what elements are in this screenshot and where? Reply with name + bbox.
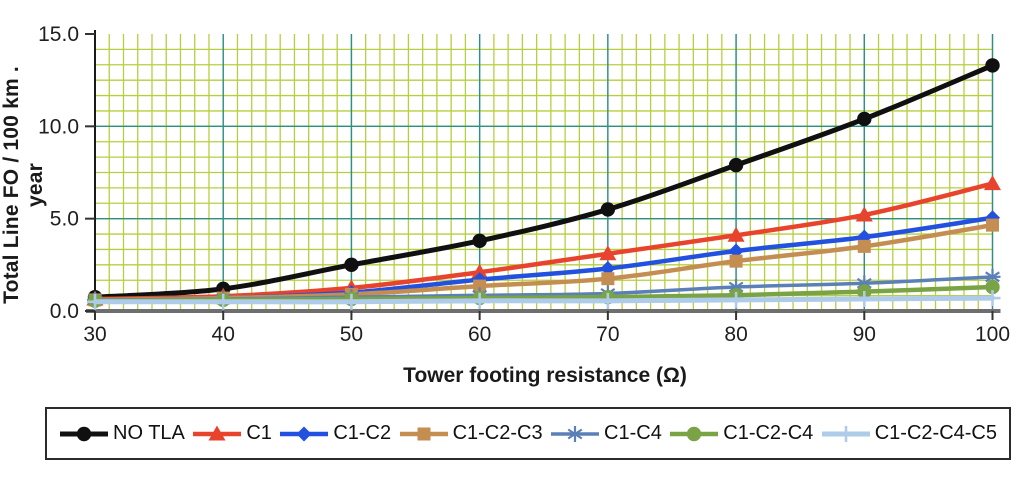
data-point-marker xyxy=(984,175,1001,191)
x-tick-label: 70 xyxy=(596,323,619,346)
y-tick-label: 0.0 xyxy=(50,300,79,323)
data-point-marker xyxy=(985,58,1000,73)
data-point-marker xyxy=(343,293,360,310)
data-point-marker xyxy=(857,111,872,127)
legend-item-c1-c2-c4: C1-C2-C4 xyxy=(669,422,813,446)
legend-item-no-tla: NO TLA xyxy=(59,422,185,446)
x-tick-label: 40 xyxy=(212,323,235,346)
data-point-marker xyxy=(599,292,616,309)
data-point-marker xyxy=(986,218,999,232)
x-tick-label: 50 xyxy=(340,323,363,346)
data-point-marker xyxy=(601,272,615,286)
chart-legend: NO TLA C1 C1-C2 C1-C2-C3 C1-C4 C1-C2-C4 C1-C2-… xyxy=(45,407,1011,460)
data-point-marker xyxy=(856,290,873,307)
legend-label: C1-C4 xyxy=(604,422,662,444)
data-point-marker xyxy=(727,226,745,242)
plot-grid xyxy=(95,34,994,311)
data-point-marker xyxy=(857,239,871,253)
legend-item-c1-c2-c3: C1-C2-C3 xyxy=(399,422,543,446)
data-point-marker xyxy=(728,291,745,308)
data-point-marker xyxy=(985,279,1000,295)
legend-item-c1-c2: C1-C2 xyxy=(279,422,391,446)
triangle-marker-icon xyxy=(193,425,242,440)
x-tick-label: 60 xyxy=(468,323,491,346)
x-tick-label: 80 xyxy=(724,323,747,346)
axes: 0.0 5.0 10.0 15.0 30 40 50 60 70 80 90 100 xyxy=(38,23,1010,346)
legend-label: C1-C2-C4 xyxy=(723,422,814,444)
data-point-marker xyxy=(87,293,103,310)
x-axis-title: Tower footing resistance (Ω) xyxy=(403,364,687,387)
y-axis-title: Total Line FO / 100 km . year xyxy=(0,66,47,304)
legend-label: NO TLA xyxy=(113,422,185,444)
data-point-marker xyxy=(472,233,487,249)
y-tick-label: 15.0 xyxy=(38,23,79,46)
asterisk-marker-icon xyxy=(551,425,600,442)
legend-item-c1-c2-c4-c5: C1-C2-C4-C5 xyxy=(821,422,997,446)
legend-label: C1 xyxy=(246,422,272,444)
data-point-marker xyxy=(855,206,873,222)
series-line xyxy=(92,295,995,305)
square-marker-icon xyxy=(399,427,448,440)
plus-marker-icon xyxy=(821,425,870,442)
series-line xyxy=(92,62,995,300)
x-tick-label: 90 xyxy=(853,323,876,346)
legend-item-c1: C1 xyxy=(192,422,272,446)
series-c1-c2-c4-c5 xyxy=(87,290,1001,310)
data-point-marker xyxy=(728,157,744,173)
x-tick-label: 100 xyxy=(975,323,1010,346)
data-point-marker xyxy=(344,257,359,273)
legend-item-c1-c4: C1-C4 xyxy=(550,422,662,446)
x-tick-label: 30 xyxy=(83,323,106,346)
data-point-marker xyxy=(471,263,489,279)
circle-marker-icon xyxy=(60,426,108,441)
y-tick-label: 10.0 xyxy=(38,115,79,138)
diamond-marker-icon xyxy=(280,426,329,441)
legend-label: C1-C2 xyxy=(333,422,392,444)
y-tick-label: 5.0 xyxy=(50,208,79,231)
data-point-marker xyxy=(215,293,232,310)
legend-label: C1-C2-C3 xyxy=(452,422,543,444)
data-point-marker xyxy=(729,254,743,268)
circle-marker-icon xyxy=(670,426,719,441)
data-point-marker xyxy=(473,279,487,293)
data-point-marker xyxy=(471,292,488,309)
data-point-marker xyxy=(600,202,616,217)
line-chart-plot: 0.0 5.0 10.0 15.0 30 40 50 60 70 80 90 100 xyxy=(38,23,1010,346)
data-point-marker xyxy=(984,290,1001,307)
legend-label: C1-C2-C4-C5 xyxy=(874,422,997,444)
data-point-marker xyxy=(599,245,617,261)
